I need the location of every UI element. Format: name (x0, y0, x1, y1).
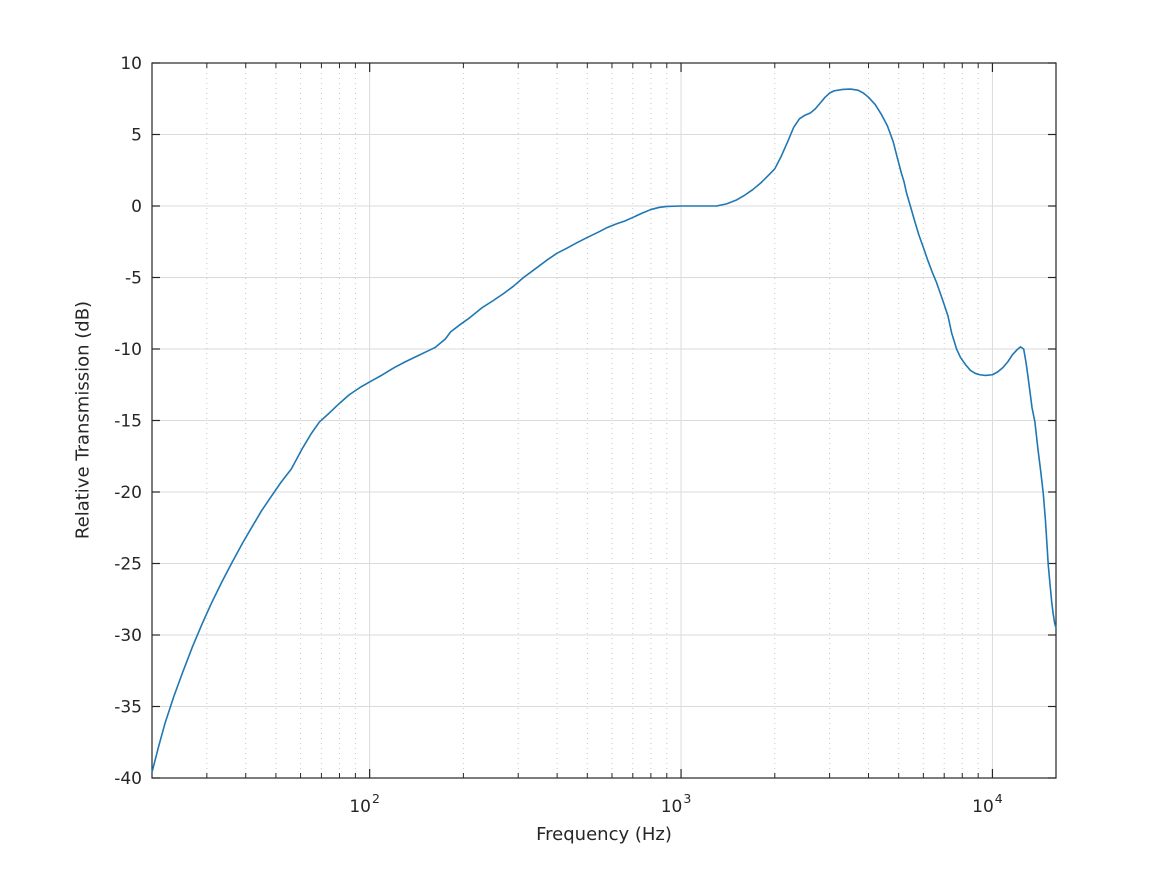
transmission-curve (151, 88, 1057, 774)
x-tick-label: 102 (349, 791, 380, 817)
y-axis-label: Relative Transmission (dB) (72, 300, 94, 540)
y-tick-label: 10 (120, 54, 142, 74)
x-tick-label: 104 (972, 791, 1003, 817)
y-tick-label: -35 (114, 698, 142, 718)
y-tick-label: 0 (131, 197, 142, 217)
x-tick-label: 103 (661, 791, 692, 817)
y-tick-label: -10 (114, 340, 142, 360)
x-axis-label: Frequency (Hz) (536, 824, 672, 845)
y-tick-label: -30 (114, 626, 142, 646)
y-tick-label: -40 (114, 769, 142, 789)
y-tick-label: -25 (114, 555, 142, 575)
y-tick-label: -20 (114, 483, 142, 503)
y-tick-label: -5 (125, 269, 142, 289)
y-tick-label: -15 (114, 412, 142, 432)
y-tick-label: 5 (131, 126, 142, 146)
